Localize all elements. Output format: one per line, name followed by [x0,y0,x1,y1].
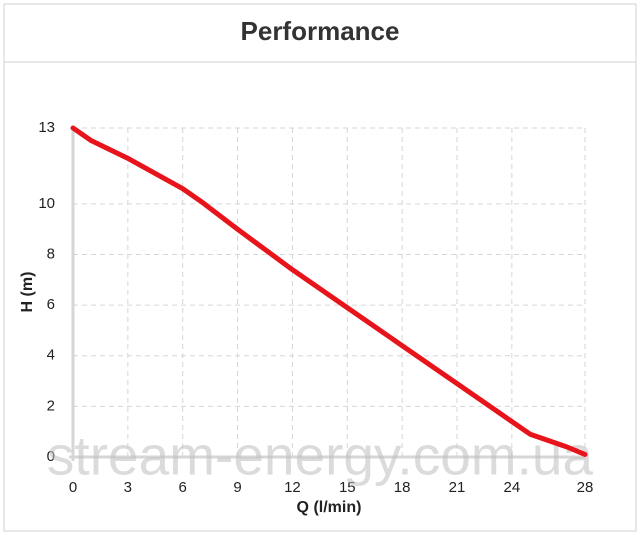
y-tick-label: 2 [47,397,55,414]
x-tick-label: 15 [339,479,356,496]
y-tick-label: 8 [47,246,55,263]
y-tick-label: 10 [38,195,55,212]
x-tick-label: 9 [233,479,241,496]
y-tick-label: 4 [47,347,55,364]
y-tick-label: 0 [47,448,55,465]
x-tick-label: 3 [124,479,132,496]
x-tick-label: 28 [577,479,594,496]
y-axis-label: H (m) [19,272,36,313]
x-tick-label: 0 [69,479,77,496]
x-axis-label: Q (l/min) [297,499,362,516]
x-tick-label: 12 [284,479,301,496]
frame [3,3,637,532]
watermark: stream-energy.com.ua [47,425,594,487]
data-line [70,125,588,457]
chart-title: Performance [241,16,400,46]
x-tick-label: 21 [449,479,466,496]
x-tick-label: 24 [504,479,521,496]
y-tick-label: 6 [47,296,55,313]
y-tick-label: 13 [38,119,55,136]
x-tick-label: 6 [179,479,187,496]
x-tick-label: 18 [394,479,411,496]
